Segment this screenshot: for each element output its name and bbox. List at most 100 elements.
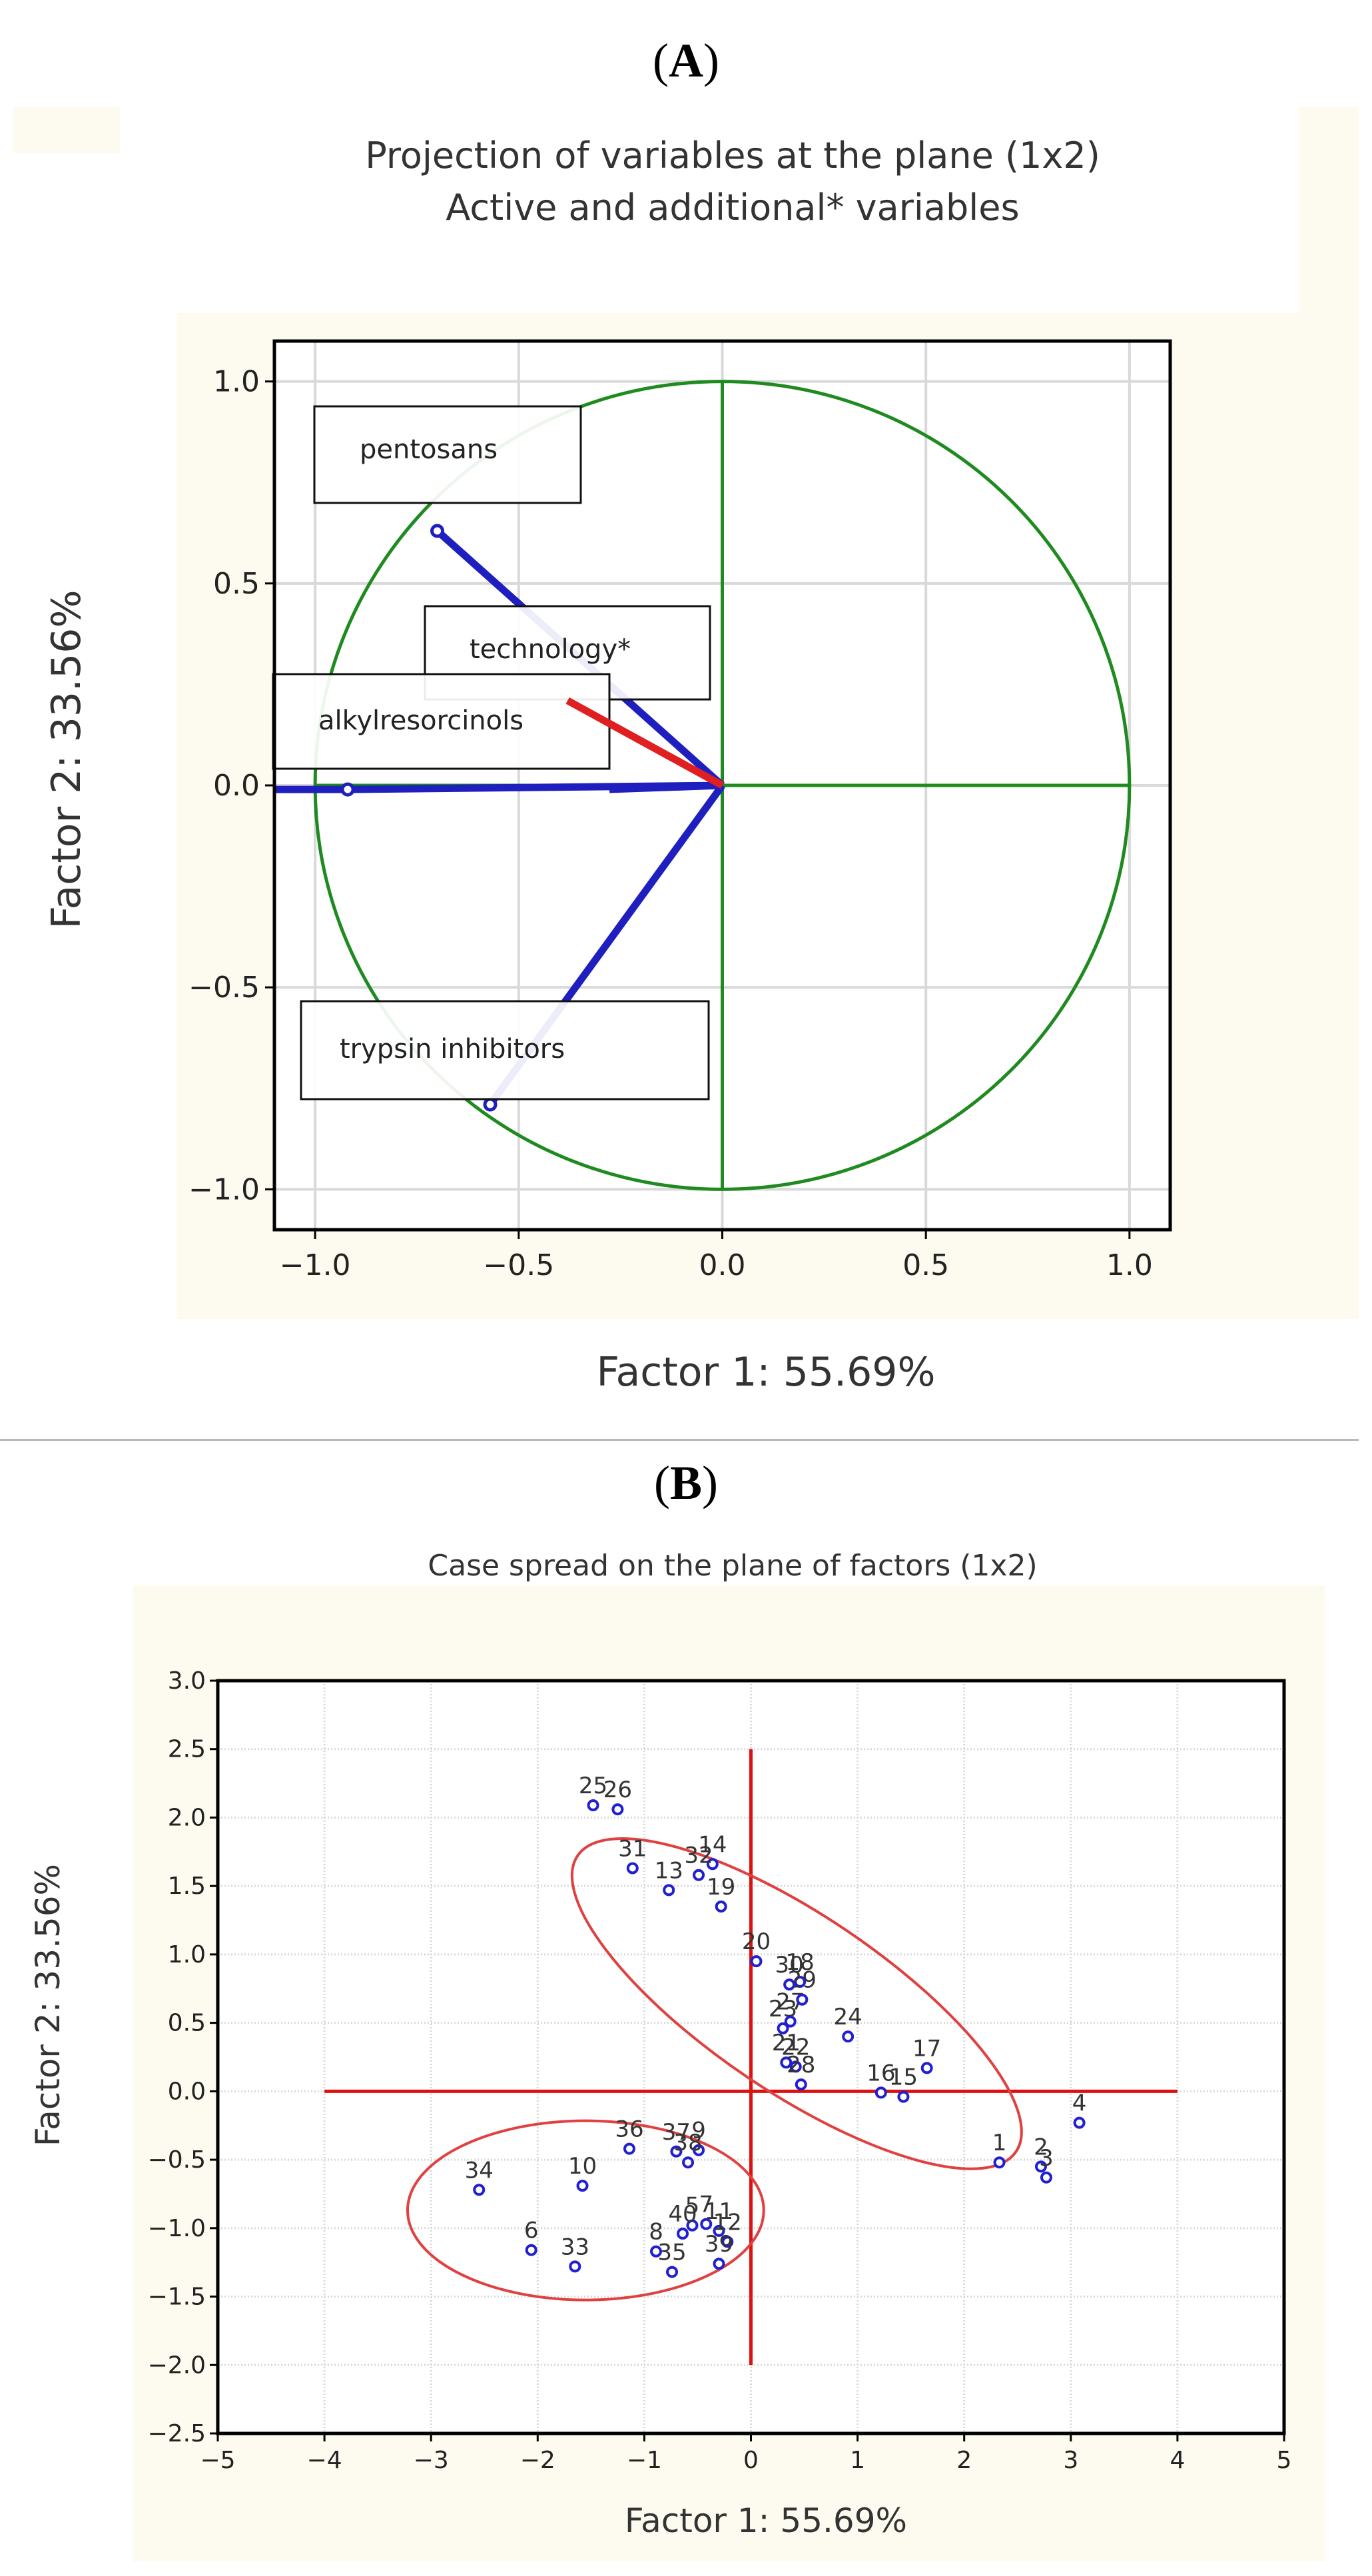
case-label-19: 19 xyxy=(707,1874,735,1901)
case-point-1 xyxy=(993,2156,1006,2169)
case-label-16: 16 xyxy=(866,2060,895,2086)
case-point-39 xyxy=(713,2258,725,2270)
panel-b-y-tick-label: 0.0 xyxy=(168,2078,206,2105)
case-label-4: 4 xyxy=(1072,2090,1087,2117)
panel-b-y-tick-label: −2.5 xyxy=(148,2420,206,2447)
case-label-33: 33 xyxy=(561,2234,589,2260)
panel-a-label-close: ) xyxy=(703,34,719,87)
panel-b-label-open: ( xyxy=(654,1456,670,1509)
panel-a-x-tick-label: 0.0 xyxy=(699,1248,746,1282)
case-point-22 xyxy=(789,2060,802,2073)
case-label-34: 34 xyxy=(465,2157,494,2184)
panel-a-x-tick-label: 1.0 xyxy=(1106,1248,1153,1282)
panel-a-y-tick-label: 0.5 xyxy=(213,567,260,601)
label-box-pentosans xyxy=(313,405,582,504)
case-label-18: 18 xyxy=(786,1949,815,1976)
case-label-36: 36 xyxy=(615,2116,643,2143)
panel-a-title: Projection of variables at the plane (1x… xyxy=(167,130,1299,234)
case-label-32: 32 xyxy=(684,1843,713,1869)
label-box-alkylresorcinols xyxy=(272,673,611,770)
panel-b-y-tick-label: 1.5 xyxy=(168,1873,206,1900)
panel-b-x-tick-label: 1 xyxy=(850,2447,865,2474)
case-label-25: 25 xyxy=(579,1773,607,1799)
vector-endpoint-alkylresorcinols-top xyxy=(340,782,355,797)
case-point-25 xyxy=(587,1799,599,1811)
case-point-40 xyxy=(677,2228,689,2240)
panel-b-x-tick-label: 4 xyxy=(1170,2447,1185,2474)
case-label-8: 8 xyxy=(649,2219,663,2246)
case-point-4 xyxy=(1073,2116,1086,2129)
case-point-36 xyxy=(623,2142,635,2155)
panel-a-label-open: ( xyxy=(653,34,669,87)
case-point-15 xyxy=(897,2090,910,2103)
case-label-14: 14 xyxy=(698,1831,727,1858)
case-label-12: 12 xyxy=(713,2209,742,2236)
case-point-23 xyxy=(777,2022,789,2034)
panel-b-x-tick-label: −2 xyxy=(520,2447,555,2474)
case-point-20 xyxy=(750,1955,763,1968)
case-label-21: 21 xyxy=(772,2030,801,2056)
case-point-3 xyxy=(1040,2171,1052,2184)
panel-b-x-tick-label: −1 xyxy=(627,2447,662,2474)
panel-b-x-tick-label: −3 xyxy=(414,2447,449,2474)
panel-b-y-tick-label: 3.0 xyxy=(168,1667,206,1695)
case-point-13 xyxy=(663,1884,675,1897)
case-point-14 xyxy=(706,1858,719,1871)
case-label-5: 5 xyxy=(685,2193,700,2220)
panel-b-y-tick-label: −2.0 xyxy=(148,2352,206,2379)
case-label-35: 35 xyxy=(657,2240,686,2266)
case-label-28: 28 xyxy=(787,2052,815,2078)
label-trypsin-inhibitors: trypsin inhibitors xyxy=(340,1034,565,1065)
panel-a-y-tick-label: 1.0 xyxy=(213,365,260,399)
case-point-19 xyxy=(715,1901,727,1913)
case-point-37 xyxy=(670,2145,683,2158)
panel-b-cluster-ellipse-1 xyxy=(570,1837,1023,2170)
panel-a-y-tick-label: −0.5 xyxy=(188,971,260,1005)
case-label-26: 26 xyxy=(603,1777,632,1803)
case-point-11 xyxy=(713,2224,725,2237)
case-point-24 xyxy=(842,2030,855,2043)
case-point-32 xyxy=(693,1869,705,1881)
panel-b-label-letter: B xyxy=(669,1456,703,1509)
panel-divider xyxy=(0,1439,1359,1441)
label-alkylresorcinols: alkylresorcinols xyxy=(318,705,523,736)
panel-b-y-tick-label: −1.0 xyxy=(148,2215,206,2242)
panel-a-x-axis-title: Factor 1: 55.69% xyxy=(596,1349,936,1396)
case-point-27 xyxy=(784,2015,797,2028)
case-point-38 xyxy=(682,2156,695,2169)
panel-a-label: (A) xyxy=(0,33,1372,89)
case-point-8 xyxy=(650,2245,663,2258)
case-label-38: 38 xyxy=(673,2130,702,2156)
case-point-33 xyxy=(569,2260,581,2273)
panel-a-title-line2: Active and additional* variables xyxy=(446,187,1020,228)
vector-alkylresorcinols-visible-part xyxy=(609,781,723,793)
case-label-9: 9 xyxy=(691,2118,706,2144)
case-label-7: 7 xyxy=(699,2192,713,2218)
case-point-30 xyxy=(783,1978,796,1991)
panel-a-x-tick-label: −0.5 xyxy=(483,1248,554,1282)
panel-a-y-tick-label: 0.0 xyxy=(213,769,260,803)
case-label-22: 22 xyxy=(781,2034,810,2060)
case-point-10 xyxy=(576,2180,589,2192)
panel-a-label-letter: A xyxy=(669,34,703,87)
case-label-20: 20 xyxy=(742,1929,771,1955)
case-point-12 xyxy=(721,2236,734,2248)
label-pentosans: pentosans xyxy=(360,434,498,465)
panel-a-y-tick-label: −1.0 xyxy=(188,1172,260,1206)
case-label-40: 40 xyxy=(668,2201,697,2228)
case-label-31: 31 xyxy=(618,1835,647,1862)
case-label-15: 15 xyxy=(889,2064,918,2091)
case-point-9 xyxy=(693,2144,705,2156)
label-technology: technology* xyxy=(470,634,631,665)
case-label-30: 30 xyxy=(775,1952,804,1978)
panel-b-x-tick-label: 5 xyxy=(1277,2447,1292,2474)
case-point-21 xyxy=(780,2056,793,2069)
panel-b-y-tick-label: 0.5 xyxy=(168,2010,206,2037)
case-point-29 xyxy=(796,1993,809,2006)
panel-b-label: (B) xyxy=(0,1456,1372,1511)
panel-b-y-tick-label: 2.5 xyxy=(168,1736,206,1763)
case-point-6 xyxy=(525,2244,537,2256)
case-point-35 xyxy=(666,2266,679,2278)
panel-b-x-axis-title: Factor 1: 55.69% xyxy=(624,2501,908,2540)
panel-b-cluster-ellipse-2 xyxy=(406,2119,765,2302)
